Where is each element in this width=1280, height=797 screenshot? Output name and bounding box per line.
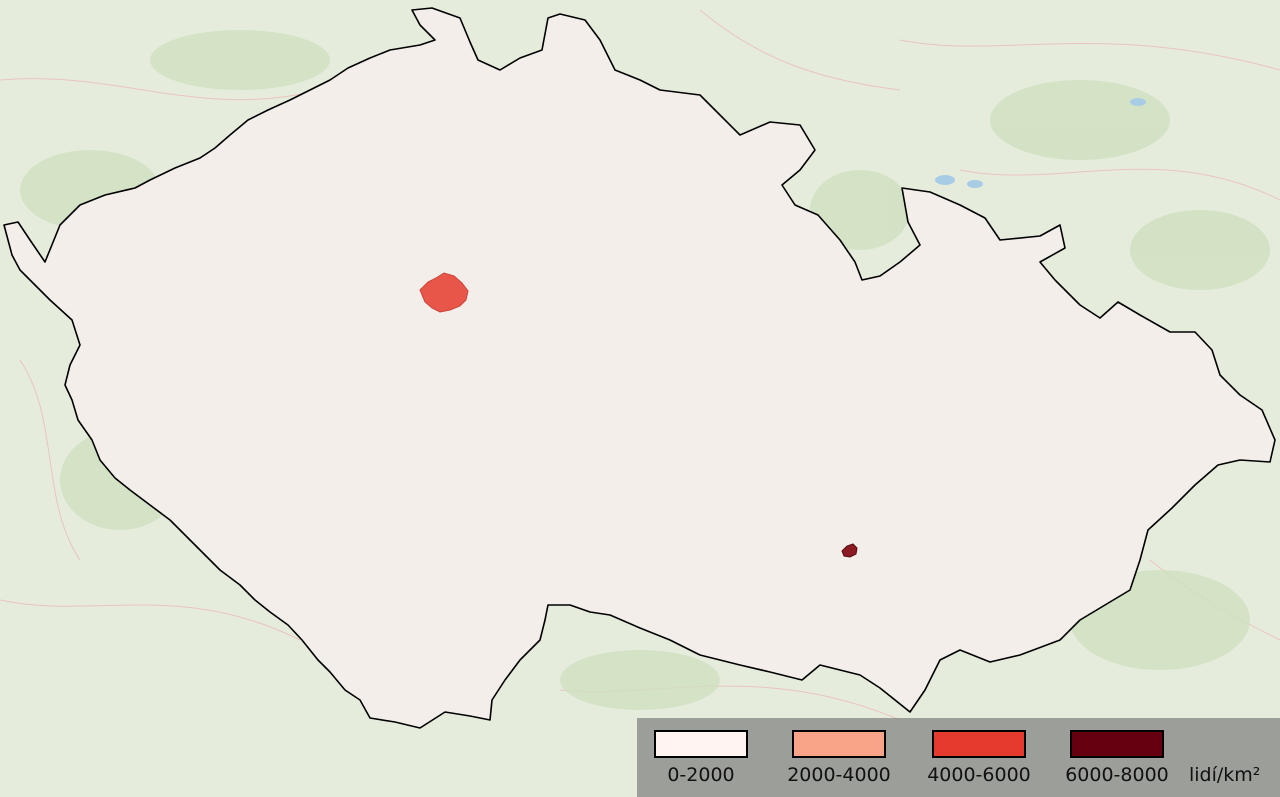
legend-swatch-2 xyxy=(932,730,1026,758)
legend-label-0: 0-2000 xyxy=(667,764,735,786)
legend-label-1: 2000-4000 xyxy=(787,764,891,786)
legend-label-3: 6000-8000 xyxy=(1065,764,1169,786)
region-brno[interactable] xyxy=(841,543,858,558)
legend-item-1: 2000-4000 xyxy=(777,730,891,790)
legend-swatch-1 xyxy=(792,730,886,758)
region-praha[interactable] xyxy=(419,272,469,313)
basemap-forests xyxy=(20,30,1270,710)
legend-item-2: 4000-6000 xyxy=(917,730,1031,790)
legend-swatch-3 xyxy=(1070,730,1164,758)
legend-item-3: 6000-8000 xyxy=(1055,730,1169,790)
legend: 0-2000 2000-4000 4000-6000 6000-8000 lid… xyxy=(637,718,1280,797)
legend-unit: lidí/km² xyxy=(1189,764,1261,786)
legend-item-0: 0-2000 xyxy=(639,730,749,790)
country-czech-republic xyxy=(3,7,1276,729)
legend-swatch-0 xyxy=(654,730,748,758)
legend-label-2: 4000-6000 xyxy=(927,764,1031,786)
basemap-lakes xyxy=(935,98,1146,188)
